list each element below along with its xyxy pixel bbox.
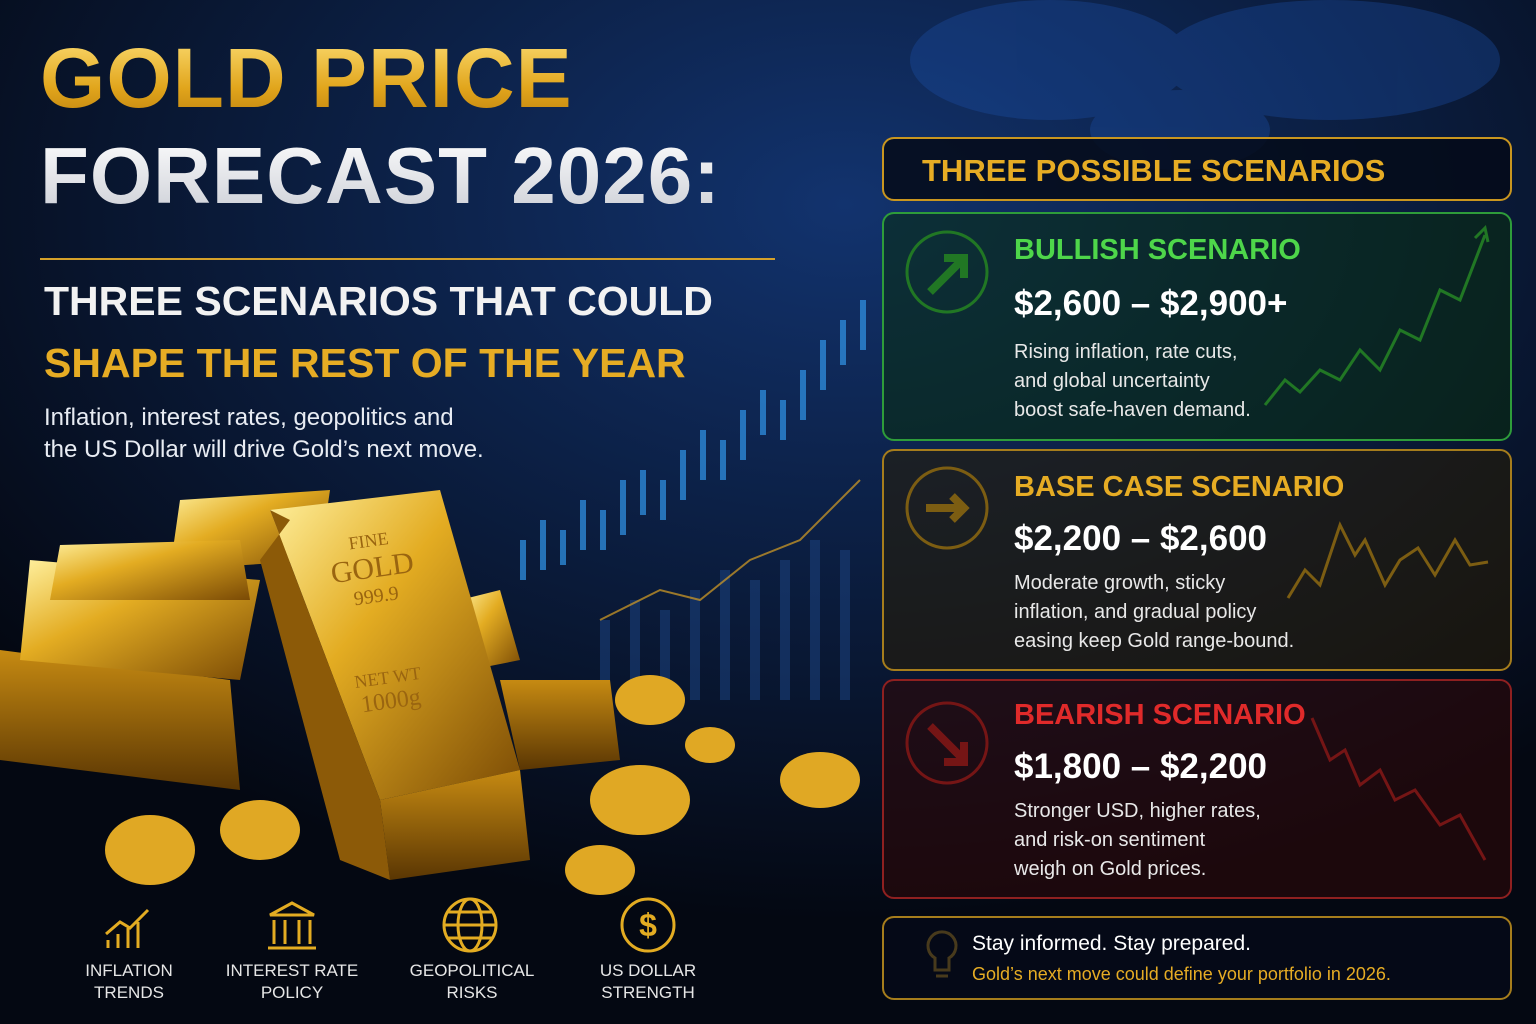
desc-line: Stronger USD, higher rates, [1014, 800, 1261, 822]
desc-line: weigh on Gold prices. [1014, 858, 1207, 880]
factor-label: GEOPOLITICAL RISKS [392, 960, 552, 1004]
subtitle: SHAPE THE REST OF THE YEAR [44, 340, 686, 386]
desc-line: inflation, and gradual policy [1014, 601, 1257, 623]
bar-stamp: FINE GOLD 999.9 NET WT 1000g [288, 520, 472, 726]
factor-text: TRENDS [94, 983, 164, 1002]
scenario-card: BASE CASE SCENARIO $2,200 – $2,600 Moder… [882, 449, 1512, 671]
factor-text: INTEREST RATE [225, 961, 359, 980]
factor-text: INFLATION [85, 961, 173, 980]
factor-icons [105, 897, 676, 953]
scenario-name: BEARISH SCENARIO [1014, 699, 1306, 731]
scenarios-header: THREE POSSIBLE SCENARIOS [882, 137, 1512, 201]
scenario-range: $2,600 – $2,900+ [1014, 284, 1288, 323]
scenario-name: BASE CASE SCENARIO [1014, 471, 1345, 503]
scenario-card: BULLISH SCENARIO $2,600 – $2,900+ Rising… [882, 212, 1512, 441]
world-map [910, 0, 1500, 170]
candlesticks [520, 300, 866, 700]
factor-text: POLICY [260, 983, 324, 1002]
scenario-description: Rising inflation, rate cuts, and global u… [1014, 338, 1251, 425]
factor-text: US DOLLAR [599, 961, 697, 980]
footer-line: Gold’s next move could define your portf… [972, 964, 1391, 984]
title: FORECAST 2026: [40, 131, 721, 220]
description: the US Dollar will drive Gold’s next mov… [44, 436, 484, 463]
scenario-range: $1,800 – $2,200 [1014, 747, 1268, 786]
desc-line: Moderate growth, sticky [1014, 572, 1226, 594]
desc-line: and risk-on sentiment [1014, 829, 1206, 851]
desc-line: and global uncertainty [1014, 370, 1210, 392]
footer-line: Stay informed. Stay prepared. [972, 932, 1251, 955]
desc-line: Rising inflation, rate cuts, [1014, 341, 1238, 363]
subtitle: THREE SCENARIOS THAT COULD [44, 278, 713, 324]
factor-text: STRENGTH [601, 983, 695, 1002]
scenario-card: BEARISH SCENARIO $1,800 – $2,200 Stronge… [882, 679, 1512, 899]
scenario-description: Moderate growth, sticky inflation, and gr… [1014, 569, 1294, 656]
factor-text: GEOPOLITICAL [409, 961, 535, 980]
factor-text: RISKS [446, 983, 498, 1002]
desc-line: boost safe-haven demand. [1014, 399, 1251, 421]
scenario-range: $2,200 – $2,600 [1014, 519, 1268, 558]
title: GOLD PRICE [40, 31, 573, 125]
scenario-name: BULLISH SCENARIO [1014, 234, 1301, 266]
factor-label: US DOLLAR STRENGTH [568, 960, 728, 1004]
footer-box: Stay informed. Stay prepared. Gold’s nex… [882, 916, 1512, 1000]
gold-bars [0, 490, 860, 895]
desc-line: easing keep Gold range-bound. [1014, 630, 1295, 652]
factor-label: INFLATION TRENDS [49, 960, 209, 1004]
description: Inflation, interest rates, geopolitics a… [44, 404, 454, 431]
factor-label: INTEREST RATE POLICY [212, 960, 372, 1004]
dollar-icon: $ [639, 907, 657, 943]
scenarios-title: THREE POSSIBLE SCENARIOS [922, 153, 1386, 188]
scenario-description: Stronger USD, higher rates, and risk-on s… [1014, 797, 1261, 884]
